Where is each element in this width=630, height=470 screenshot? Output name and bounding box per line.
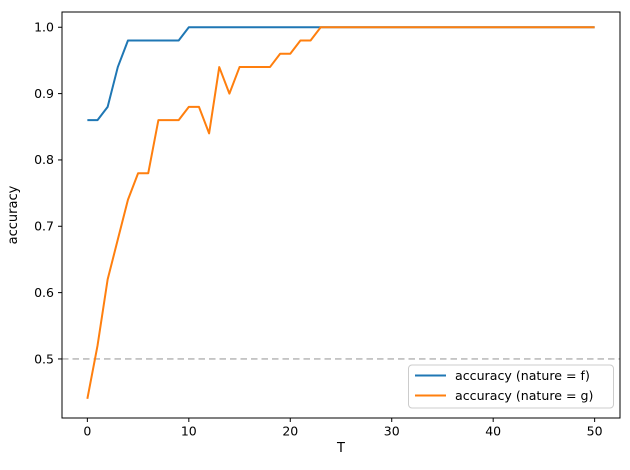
y-axis-label: accuracy — [6, 185, 21, 244]
plot-area: 0 10 20 30 40 50 0.5 0.6 0.7 0.8 0.9 1.0 — [34, 11, 621, 439]
y-tick-label: 0.8 — [34, 152, 54, 167]
y-tick-label: 0.9 — [34, 86, 54, 101]
series-line-g — [86, 26, 595, 399]
legend-box — [408, 364, 614, 409]
y-tick-label: 1.0 — [34, 20, 54, 35]
x-tick-label: 40 — [485, 424, 501, 439]
x-tick-label: 30 — [384, 424, 400, 439]
x-tick-label: 20 — [282, 424, 298, 439]
axes-background — [62, 12, 620, 418]
x-axis-label: T — [336, 441, 345, 456]
y-tick-label: 0.5 — [34, 351, 54, 366]
x-tick-label: 50 — [587, 424, 603, 439]
x-tick-label: 10 — [181, 424, 197, 439]
legend-label-g: accuracy (nature = g) — [455, 388, 593, 403]
legend: accuracy (nature = f) accuracy (nature =… — [408, 364, 614, 409]
legend-label-f: accuracy (nature = f) — [455, 368, 590, 383]
y-tick-label: 0.7 — [34, 219, 54, 234]
x-tick-label: 0 — [83, 424, 91, 439]
axes-frame — [61, 11, 621, 419]
y-tick-label: 0.6 — [34, 285, 54, 300]
